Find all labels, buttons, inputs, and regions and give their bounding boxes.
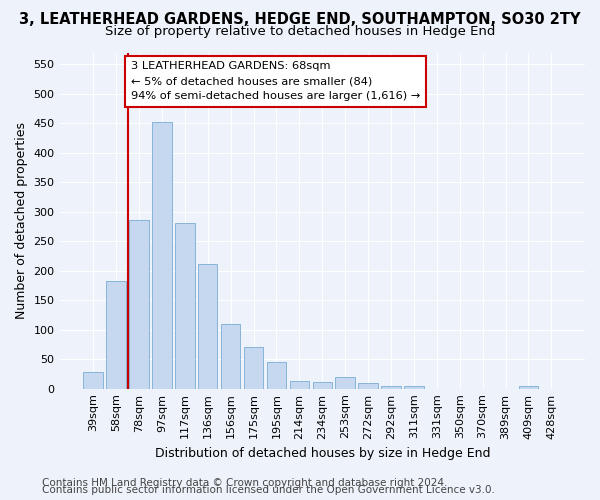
Text: Contains public sector information licensed under the Open Government Licence v3: Contains public sector information licen… xyxy=(42,485,495,495)
Text: 3 LEATHERHEAD GARDENS: 68sqm
← 5% of detached houses are smaller (84)
94% of sem: 3 LEATHERHEAD GARDENS: 68sqm ← 5% of det… xyxy=(131,62,420,101)
Bar xyxy=(358,383,378,388)
Text: Contains HM Land Registry data © Crown copyright and database right 2024.: Contains HM Land Registry data © Crown c… xyxy=(42,478,448,488)
X-axis label: Distribution of detached houses by size in Hedge End: Distribution of detached houses by size … xyxy=(155,447,490,460)
Bar xyxy=(83,372,103,388)
Bar xyxy=(106,280,126,388)
Bar xyxy=(404,386,424,388)
Bar xyxy=(152,122,172,388)
Bar xyxy=(519,386,538,388)
Bar xyxy=(175,223,194,388)
Bar xyxy=(290,381,309,388)
Text: Size of property relative to detached houses in Hedge End: Size of property relative to detached ho… xyxy=(105,25,495,38)
Bar xyxy=(335,378,355,388)
Bar xyxy=(313,382,332,388)
Y-axis label: Number of detached properties: Number of detached properties xyxy=(15,122,28,319)
Bar xyxy=(129,220,149,388)
Bar xyxy=(244,347,263,389)
Bar xyxy=(198,264,217,388)
Bar xyxy=(381,386,401,388)
Text: 3, LEATHERHEAD GARDENS, HEDGE END, SOUTHAMPTON, SO30 2TY: 3, LEATHERHEAD GARDENS, HEDGE END, SOUTH… xyxy=(19,12,581,28)
Bar xyxy=(267,362,286,388)
Bar xyxy=(221,324,241,388)
